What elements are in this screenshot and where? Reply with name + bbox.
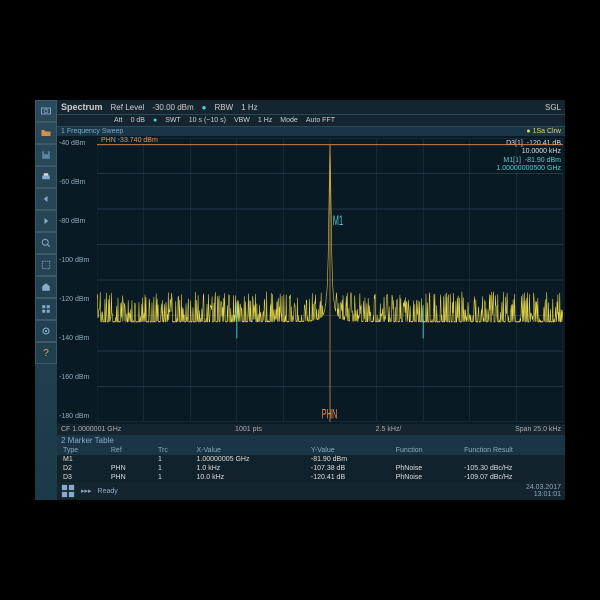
grid-icon[interactable]	[35, 298, 57, 320]
header-bar-2: Att 0 dB ● SWT 10 s (~10 s) VBW 1 Hz Mod…	[57, 115, 565, 127]
app-title: Spectrum	[61, 102, 103, 112]
rbw-value: 1 Hz	[241, 103, 257, 112]
chart-area[interactable]: PHN -33.740 dBm D3[1] -120.41 dB 10.0000…	[57, 136, 565, 424]
save-icon[interactable]	[35, 144, 57, 166]
left-toolbar: ?	[35, 100, 57, 500]
swt-label: SWT	[165, 117, 181, 124]
step: 2.5 kHz/	[376, 426, 402, 433]
folder-icon[interactable]	[35, 122, 57, 144]
status-bar: ▸▸▸ Ready 24.03.2017 13:01:01	[57, 482, 565, 500]
print-icon[interactable]	[35, 166, 57, 188]
status-ready: Ready	[98, 488, 118, 495]
select-icon[interactable]	[35, 254, 57, 276]
vbw-value: 1 Hz	[258, 117, 272, 124]
main-panel: Spectrum Ref Level -30.00 dBm ● RBW 1 Hz…	[57, 100, 565, 500]
ref-level-value: -30.00 dBm	[152, 103, 193, 112]
sweep-mode: ● 1Sa Clrw	[526, 128, 561, 135]
sweep-title: 1 Frequency Sweep	[61, 128, 123, 135]
points: 1001 pts	[235, 426, 262, 433]
chart-footer: CF 1.0000001 GHz 1001 pts 2.5 kHz/ Span …	[57, 424, 565, 435]
help-icon[interactable]: ?	[35, 342, 57, 364]
header-bar: Spectrum Ref Level -30.00 dBm ● RBW 1 Hz…	[57, 100, 565, 115]
status-time: 13:01:01	[526, 491, 561, 498]
att-value: 0 dB	[131, 117, 145, 124]
center-freq: CF 1.0000001 GHz	[61, 426, 121, 433]
undo-icon[interactable]	[35, 188, 57, 210]
phn-readout: PHN -33.740 dBm	[101, 137, 158, 144]
rbw-label: RBW	[215, 103, 234, 112]
spectrum-plot: M1 PHN	[97, 138, 563, 422]
svg-text:M1: M1	[333, 214, 343, 229]
gear-icon[interactable]	[35, 320, 57, 342]
redo-icon[interactable]	[35, 210, 57, 232]
span: Span 25.0 kHz	[515, 426, 561, 433]
marker-table-title: 2 Marker Table	[57, 435, 565, 446]
status-date: 24.03.2017	[526, 484, 561, 491]
sgl-badge: SGL	[545, 103, 561, 112]
zoom-icon[interactable]	[35, 232, 57, 254]
vbw-label: VBW	[234, 117, 250, 124]
y-axis-labels: -40 dBm-60 dBm-80 dBm-100 dBm-120 dBm-14…	[57, 136, 95, 424]
marker-table: TypeRefTrcX-ValueY-ValueFunctionFunction…	[57, 446, 565, 482]
ref-level-label: Ref Level	[111, 103, 145, 112]
sweep-bar: 1 Frequency Sweep ● 1Sa Clrw	[57, 127, 565, 136]
home-icon[interactable]	[35, 276, 57, 298]
windows-icon[interactable]	[61, 484, 75, 498]
camera-icon[interactable]	[35, 100, 57, 122]
mode-value: Auto FFT	[306, 117, 335, 124]
att-label: Att	[114, 117, 123, 124]
mode-label: Mode	[280, 117, 298, 124]
svg-text:PHN: PHN	[322, 408, 338, 422]
spectrum-analyzer-window: ? Spectrum Ref Level -30.00 dBm ● RBW 1 …	[35, 100, 565, 500]
swt-value: 10 s (~10 s)	[189, 117, 226, 124]
